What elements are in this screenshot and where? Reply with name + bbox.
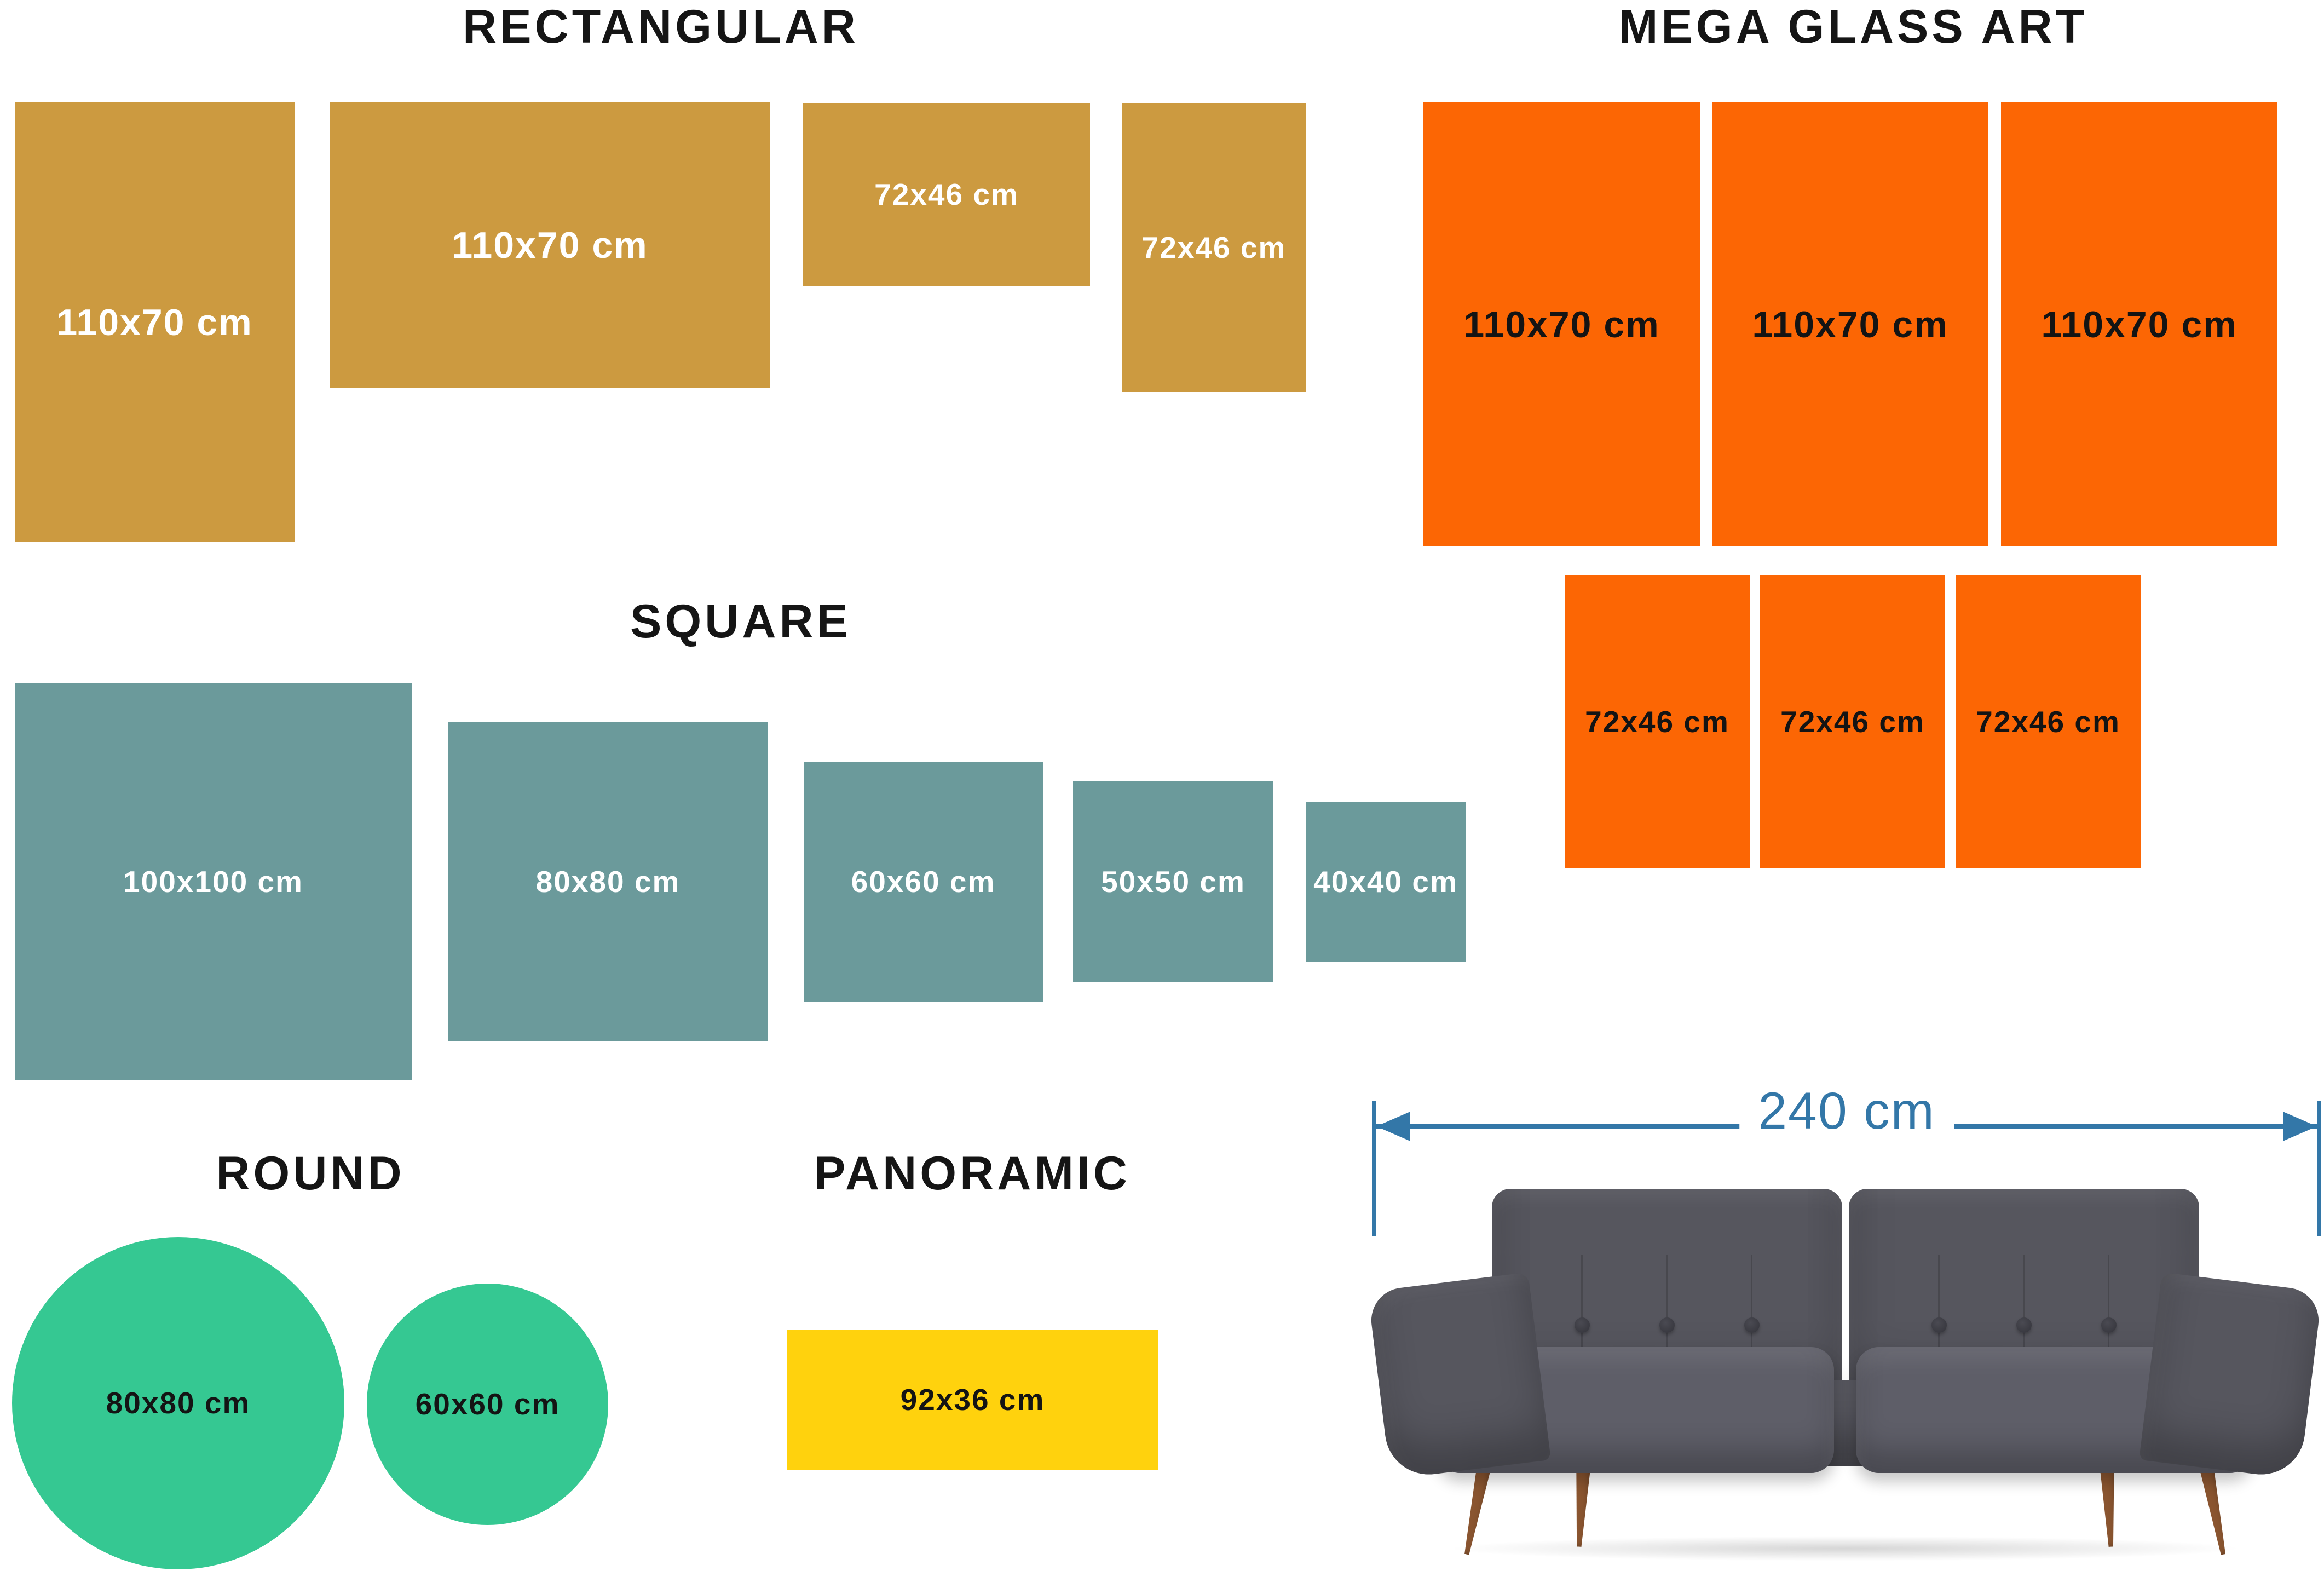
size-label: 72x46 cm (1780, 704, 1925, 739)
size-label: 72x46 cm (1141, 230, 1287, 264)
section-title-panoramic: PANORAMIC (814, 1147, 1131, 1200)
section-title-round: ROUND (216, 1147, 405, 1200)
sofa-width-dimension: 240 cm (1372, 1085, 2321, 1238)
size-label: 110x70 cm (452, 225, 648, 266)
dimension-left-arrowhead (1376, 1112, 1410, 1141)
size-label: 100x100 cm (123, 865, 303, 899)
swatch-mega-110x70-panel-2: 110x70 cm (1712, 102, 1988, 546)
swatch-round-60x60: 60x60 cm (367, 1284, 608, 1525)
swatch-rectangular-110x70-portrait: 110x70 cm (15, 102, 295, 542)
sofa-tuft-button (1744, 1317, 1760, 1333)
section-title-square: SQUARE (630, 595, 851, 648)
dimension-right-tick (2317, 1101, 2321, 1236)
swatch-round-80x80: 80x80 cm (12, 1237, 344, 1569)
swatch-square-50x50: 50x50 cm (1073, 781, 1273, 982)
size-label: 80x80 cm (106, 1386, 251, 1420)
dimension-left-tick (1372, 1101, 1376, 1236)
swatch-mega-72x46-panel-2: 72x46 cm (1760, 575, 1945, 868)
swatch-mega-72x46-panel-3: 72x46 cm (1956, 575, 2141, 868)
swatch-square-40x40: 40x40 cm (1306, 802, 1466, 962)
section-title-rectangular: RECTANGULAR (463, 1, 859, 53)
swatch-mega-110x70-panel-1: 110x70 cm (1423, 102, 1700, 546)
size-label: 80x80 cm (535, 865, 681, 899)
sofa-tuft-button (2101, 1317, 2117, 1333)
swatch-rectangular-72x46-portrait: 72x46 cm (1122, 103, 1306, 392)
sofa-floor-shadow (1445, 1536, 2245, 1561)
swatch-rectangular-72x46-landscape: 72x46 cm (803, 103, 1090, 286)
size-label: 110x70 cm (1463, 303, 1660, 346)
size-label: 110x70 cm (2041, 303, 2238, 346)
size-label: 72x46 cm (1976, 704, 2120, 739)
sofa-tuft-button (2016, 1317, 2032, 1333)
section-title-mega-glass-art: MEGA GLASS ART (1618, 1, 2088, 53)
sofa-armrest-right (2139, 1272, 2322, 1480)
sofa-photo (1368, 1186, 2322, 1563)
swatch-square-60x60: 60x60 cm (804, 762, 1043, 1002)
size-label: 60x60 cm (415, 1387, 560, 1421)
sofa-tuft-button (1931, 1317, 1947, 1333)
size-label: 50x50 cm (1101, 864, 1245, 899)
sofa-tuft-button (1659, 1317, 1675, 1333)
swatch-panoramic-92x36: 92x36 cm (787, 1330, 1158, 1470)
dimension-right-arrowhead (2283, 1112, 2317, 1141)
size-label: 110x70 cm (1752, 303, 1948, 346)
dimension-label: 240 cm (1739, 1085, 1954, 1137)
sofa-tuft-button (1575, 1317, 1590, 1333)
swatch-mega-110x70-panel-3: 110x70 cm (2001, 102, 2277, 546)
size-label: 40x40 cm (1313, 864, 1458, 899)
size-label: 92x36 cm (900, 1383, 1045, 1417)
swatch-mega-72x46-panel-1: 72x46 cm (1565, 575, 1750, 868)
size-label: 60x60 cm (851, 865, 996, 899)
swatch-rectangular-110x70-landscape: 110x70 cm (330, 102, 770, 388)
sofa-armrest-left (1368, 1272, 1551, 1480)
swatch-square-80x80: 80x80 cm (448, 722, 768, 1041)
size-label: 72x46 cm (874, 177, 1019, 211)
size-label: 110x70 cm (56, 301, 253, 343)
size-label: 72x46 cm (1585, 704, 1729, 739)
swatch-square-100x100: 100x100 cm (15, 683, 412, 1080)
